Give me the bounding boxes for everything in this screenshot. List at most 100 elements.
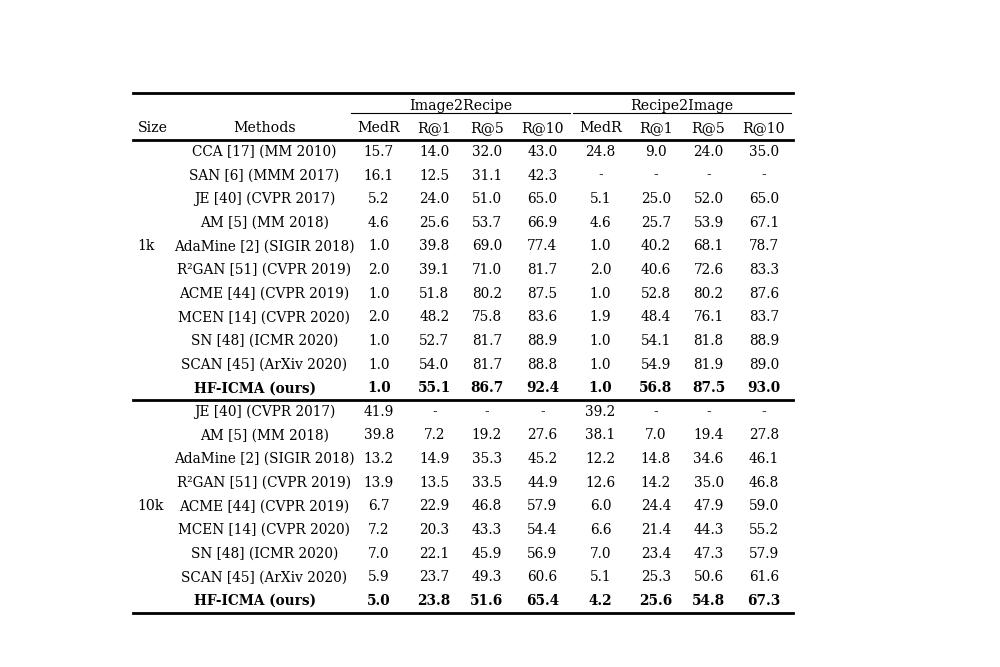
Text: 86.7: 86.7 xyxy=(470,382,504,395)
Text: JE [40] (CVPR 2017): JE [40] (CVPR 2017) xyxy=(194,405,335,419)
Text: 88.8: 88.8 xyxy=(527,358,557,372)
Text: R@5: R@5 xyxy=(692,121,726,135)
Text: 22.1: 22.1 xyxy=(419,546,449,560)
Text: 9.0: 9.0 xyxy=(645,145,667,159)
Text: 60.6: 60.6 xyxy=(527,570,557,584)
Text: 33.5: 33.5 xyxy=(472,476,502,490)
Text: R@10: R@10 xyxy=(743,121,785,135)
Text: 1.9: 1.9 xyxy=(590,310,611,324)
Text: 14.8: 14.8 xyxy=(641,452,671,466)
Text: SN [48] (ICMR 2020): SN [48] (ICMR 2020) xyxy=(191,546,338,560)
Text: 81.7: 81.7 xyxy=(527,263,557,277)
Text: 7.0: 7.0 xyxy=(590,546,611,560)
Text: 19.4: 19.4 xyxy=(693,428,724,442)
Text: 89.0: 89.0 xyxy=(749,358,779,372)
Text: 47.3: 47.3 xyxy=(693,546,724,560)
Text: -: - xyxy=(706,405,711,419)
Text: -: - xyxy=(762,169,766,183)
Text: 52.8: 52.8 xyxy=(641,287,671,301)
Text: 76.1: 76.1 xyxy=(694,310,724,324)
Text: 1.0: 1.0 xyxy=(368,239,390,253)
Text: SCAN [45] (ArXiv 2020): SCAN [45] (ArXiv 2020) xyxy=(181,570,348,584)
Text: 12.2: 12.2 xyxy=(585,452,616,466)
Text: 69.0: 69.0 xyxy=(472,239,502,253)
Text: 6.7: 6.7 xyxy=(368,500,390,514)
Text: 46.8: 46.8 xyxy=(749,476,779,490)
Text: 35.3: 35.3 xyxy=(472,452,502,466)
Text: 93.0: 93.0 xyxy=(747,382,781,395)
Text: 27.8: 27.8 xyxy=(749,428,779,442)
Text: 44.3: 44.3 xyxy=(693,523,724,537)
Text: 77.4: 77.4 xyxy=(527,239,557,253)
Text: 42.3: 42.3 xyxy=(527,169,557,183)
Text: R@1: R@1 xyxy=(417,121,451,135)
Text: -: - xyxy=(432,405,437,419)
Text: SN [48] (ICMR 2020): SN [48] (ICMR 2020) xyxy=(191,334,338,348)
Text: 14.9: 14.9 xyxy=(419,452,449,466)
Text: 2.0: 2.0 xyxy=(590,263,611,277)
Text: AM [5] (MM 2018): AM [5] (MM 2018) xyxy=(200,428,329,442)
Text: 54.8: 54.8 xyxy=(692,594,725,608)
Text: 25.6: 25.6 xyxy=(419,216,449,230)
Text: 1.0: 1.0 xyxy=(590,239,611,253)
Text: 24.8: 24.8 xyxy=(585,145,616,159)
Text: SCAN [45] (ArXiv 2020): SCAN [45] (ArXiv 2020) xyxy=(181,358,348,372)
Text: 80.2: 80.2 xyxy=(694,287,724,301)
Text: 71.0: 71.0 xyxy=(472,263,502,277)
Text: 27.6: 27.6 xyxy=(527,428,557,442)
Text: 78.7: 78.7 xyxy=(749,239,779,253)
Text: AM [5] (MM 2018): AM [5] (MM 2018) xyxy=(200,216,329,230)
Text: 48.4: 48.4 xyxy=(641,310,671,324)
Text: 65.0: 65.0 xyxy=(527,192,557,206)
Text: Image2Recipe: Image2Recipe xyxy=(409,99,512,113)
Text: 65.0: 65.0 xyxy=(749,192,779,206)
Text: 38.1: 38.1 xyxy=(585,428,616,442)
Text: 47.9: 47.9 xyxy=(693,500,724,514)
Text: 5.0: 5.0 xyxy=(367,594,391,608)
Text: 13.5: 13.5 xyxy=(419,476,449,490)
Text: 1.0: 1.0 xyxy=(368,334,390,348)
Text: 67.1: 67.1 xyxy=(749,216,779,230)
Text: 43.3: 43.3 xyxy=(472,523,502,537)
Text: 39.2: 39.2 xyxy=(585,405,616,419)
Text: 23.4: 23.4 xyxy=(641,546,671,560)
Text: 81.7: 81.7 xyxy=(472,358,502,372)
Text: 57.9: 57.9 xyxy=(749,546,779,560)
Text: 12.5: 12.5 xyxy=(419,169,449,183)
Text: 83.6: 83.6 xyxy=(527,310,557,324)
Text: 49.3: 49.3 xyxy=(472,570,502,584)
Text: R@1: R@1 xyxy=(639,121,673,135)
Text: 13.2: 13.2 xyxy=(364,452,394,466)
Text: 7.2: 7.2 xyxy=(368,523,390,537)
Text: 31.1: 31.1 xyxy=(472,169,502,183)
Text: 7.0: 7.0 xyxy=(645,428,667,442)
Text: 25.3: 25.3 xyxy=(641,570,671,584)
Text: 54.1: 54.1 xyxy=(641,334,671,348)
Text: 46.1: 46.1 xyxy=(749,452,779,466)
Text: 1.0: 1.0 xyxy=(368,287,390,301)
Text: 25.7: 25.7 xyxy=(641,216,671,230)
Text: -: - xyxy=(762,405,766,419)
Text: 16.1: 16.1 xyxy=(364,169,394,183)
Text: 61.6: 61.6 xyxy=(749,570,779,584)
Text: 92.4: 92.4 xyxy=(526,382,559,395)
Text: -: - xyxy=(540,405,545,419)
Text: 12.6: 12.6 xyxy=(585,476,616,490)
Text: 45.2: 45.2 xyxy=(527,452,557,466)
Text: 1.0: 1.0 xyxy=(367,382,391,395)
Text: 39.1: 39.1 xyxy=(419,263,449,277)
Text: 7.2: 7.2 xyxy=(423,428,445,442)
Text: 23.8: 23.8 xyxy=(418,594,451,608)
Text: R²GAN [51] (CVPR 2019): R²GAN [51] (CVPR 2019) xyxy=(177,263,352,277)
Text: 2.0: 2.0 xyxy=(368,263,390,277)
Text: 6.0: 6.0 xyxy=(590,500,611,514)
Text: AdaMine [2] (SIGIR 2018): AdaMine [2] (SIGIR 2018) xyxy=(174,239,355,253)
Text: JE [40] (CVPR 2017): JE [40] (CVPR 2017) xyxy=(194,192,335,206)
Text: 50.6: 50.6 xyxy=(694,570,724,584)
Text: MCEN [14] (CVPR 2020): MCEN [14] (CVPR 2020) xyxy=(178,310,351,324)
Text: HF-ICMA (ours): HF-ICMA (ours) xyxy=(194,382,316,395)
Text: 6.6: 6.6 xyxy=(590,523,611,537)
Text: 75.8: 75.8 xyxy=(472,310,502,324)
Text: 4.6: 4.6 xyxy=(590,216,611,230)
Text: 44.9: 44.9 xyxy=(527,476,558,490)
